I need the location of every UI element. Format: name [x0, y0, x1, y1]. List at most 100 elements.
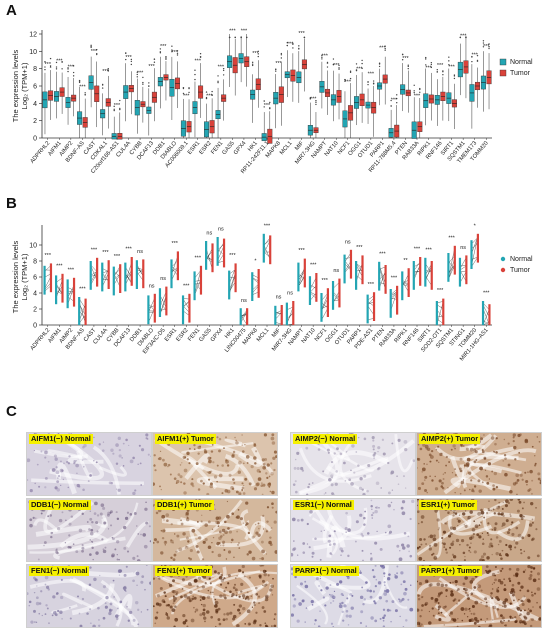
cell-nucleus: [252, 620, 257, 625]
cell-nucleus: [45, 604, 48, 607]
cell-nucleus: [231, 512, 235, 516]
cell-nucleus: [148, 525, 151, 528]
cell-nucleus: [292, 483, 296, 486]
cell-nucleus: [262, 528, 265, 530]
cell-nucleus: [471, 489, 474, 493]
cell-nucleus: [69, 607, 71, 609]
outlier-point: [355, 63, 358, 65]
significance-label: ***: [171, 50, 178, 56]
cell-nucleus: [340, 554, 342, 557]
cell-nucleus: [44, 456, 47, 459]
cell-nucleus: [266, 625, 269, 627]
cell-nucleus: [172, 595, 175, 598]
cell-nucleus: [296, 554, 299, 556]
cell-nucleus: [454, 447, 456, 450]
cell-nucleus: [189, 557, 192, 561]
outlier-point: [136, 71, 138, 74]
cell-nucleus: [98, 619, 100, 621]
cell-nucleus: [509, 513, 511, 515]
outlier-point: [390, 99, 392, 102]
cell-nucleus: [36, 463, 39, 466]
cell-nucleus: [224, 489, 228, 493]
cell-nucleus: [172, 590, 176, 594]
outlier-point: [142, 83, 144, 85]
cell-nucleus: [492, 605, 497, 610]
cell-nucleus: [186, 596, 191, 600]
outlier-point: [453, 75, 456, 77]
significance-label: ***: [137, 71, 144, 77]
outlier-point: [49, 65, 52, 67]
cell-nucleus: [153, 605, 155, 608]
y-tick-label: 4: [33, 101, 37, 108]
cell-nucleus: [460, 480, 465, 485]
cell-nucleus: [128, 444, 130, 447]
cell-nucleus: [115, 443, 119, 447]
cell-nucleus: [420, 543, 423, 546]
significance-label: ***: [402, 56, 409, 62]
cell-nucleus: [529, 574, 533, 578]
cell-nucleus: [261, 458, 265, 462]
cell-nucleus: [237, 509, 240, 511]
outlier-point: [384, 45, 386, 47]
cell-nucleus: [231, 454, 235, 458]
cell-nucleus: [172, 579, 175, 583]
cell-nucleus: [510, 523, 513, 526]
cell-nucleus: [495, 437, 498, 440]
cell-nucleus: [487, 534, 490, 537]
cell-nucleus: [489, 595, 492, 598]
outlier-point: [298, 47, 300, 50]
cell-nucleus: [491, 470, 494, 473]
cell-nucleus: [384, 584, 386, 586]
cell-nucleus: [309, 510, 313, 514]
cell-nucleus: [435, 459, 438, 462]
cell-nucleus: [383, 572, 386, 575]
cell-nucleus: [253, 487, 258, 491]
cell-nucleus: [486, 532, 489, 534]
cell-nucleus: [485, 475, 489, 478]
significance-label: ***: [195, 255, 202, 261]
cell-nucleus: [226, 500, 229, 503]
cell-nucleus: [354, 540, 357, 543]
significance-label: ***: [91, 49, 98, 55]
cell-nucleus: [257, 595, 261, 598]
significance-label: ***: [356, 66, 363, 72]
cell-nucleus: [527, 556, 531, 560]
cell-nucleus: [221, 492, 224, 495]
category-group: [215, 67, 227, 138]
category-group: [435, 298, 445, 325]
cell-nucleus: [238, 547, 241, 549]
cell-nucleus: [61, 469, 64, 472]
cell-nucleus: [264, 622, 267, 625]
cell-nucleus: [417, 522, 420, 525]
cell-nucleus: [495, 485, 499, 489]
cell-nucleus: [245, 501, 249, 505]
cell-nucleus: [102, 441, 105, 443]
cell-nucleus: [153, 577, 156, 580]
cell-nucleus: [308, 546, 311, 549]
cell-nucleus: [468, 546, 471, 549]
cell-nucleus: [534, 464, 537, 467]
cell-nucleus: [443, 546, 446, 549]
cell-nucleus: [514, 546, 517, 549]
cell-nucleus: [217, 525, 220, 527]
cell-nucleus: [254, 462, 257, 465]
cell-nucleus: [386, 608, 390, 612]
cell-nucleus: [503, 604, 507, 608]
tissue-fiber: [184, 453, 210, 480]
cell-nucleus: [339, 580, 343, 584]
cell-nucleus: [459, 457, 463, 461]
cell-nucleus: [56, 480, 60, 484]
cell-nucleus: [202, 540, 206, 544]
cell-nucleus: [359, 571, 362, 575]
cell-nucleus: [405, 619, 408, 622]
cell-nucleus: [153, 505, 154, 507]
category-group: [89, 257, 99, 290]
cell-nucleus: [401, 597, 405, 601]
cell-nucleus: [401, 543, 405, 547]
tissue-fiber: [394, 433, 414, 473]
outlier-point: [367, 81, 369, 83]
cell-nucleus: [465, 447, 469, 451]
cell-nucleus: [163, 519, 165, 521]
cell-nucleus: [331, 595, 336, 600]
cell-nucleus: [426, 463, 428, 466]
